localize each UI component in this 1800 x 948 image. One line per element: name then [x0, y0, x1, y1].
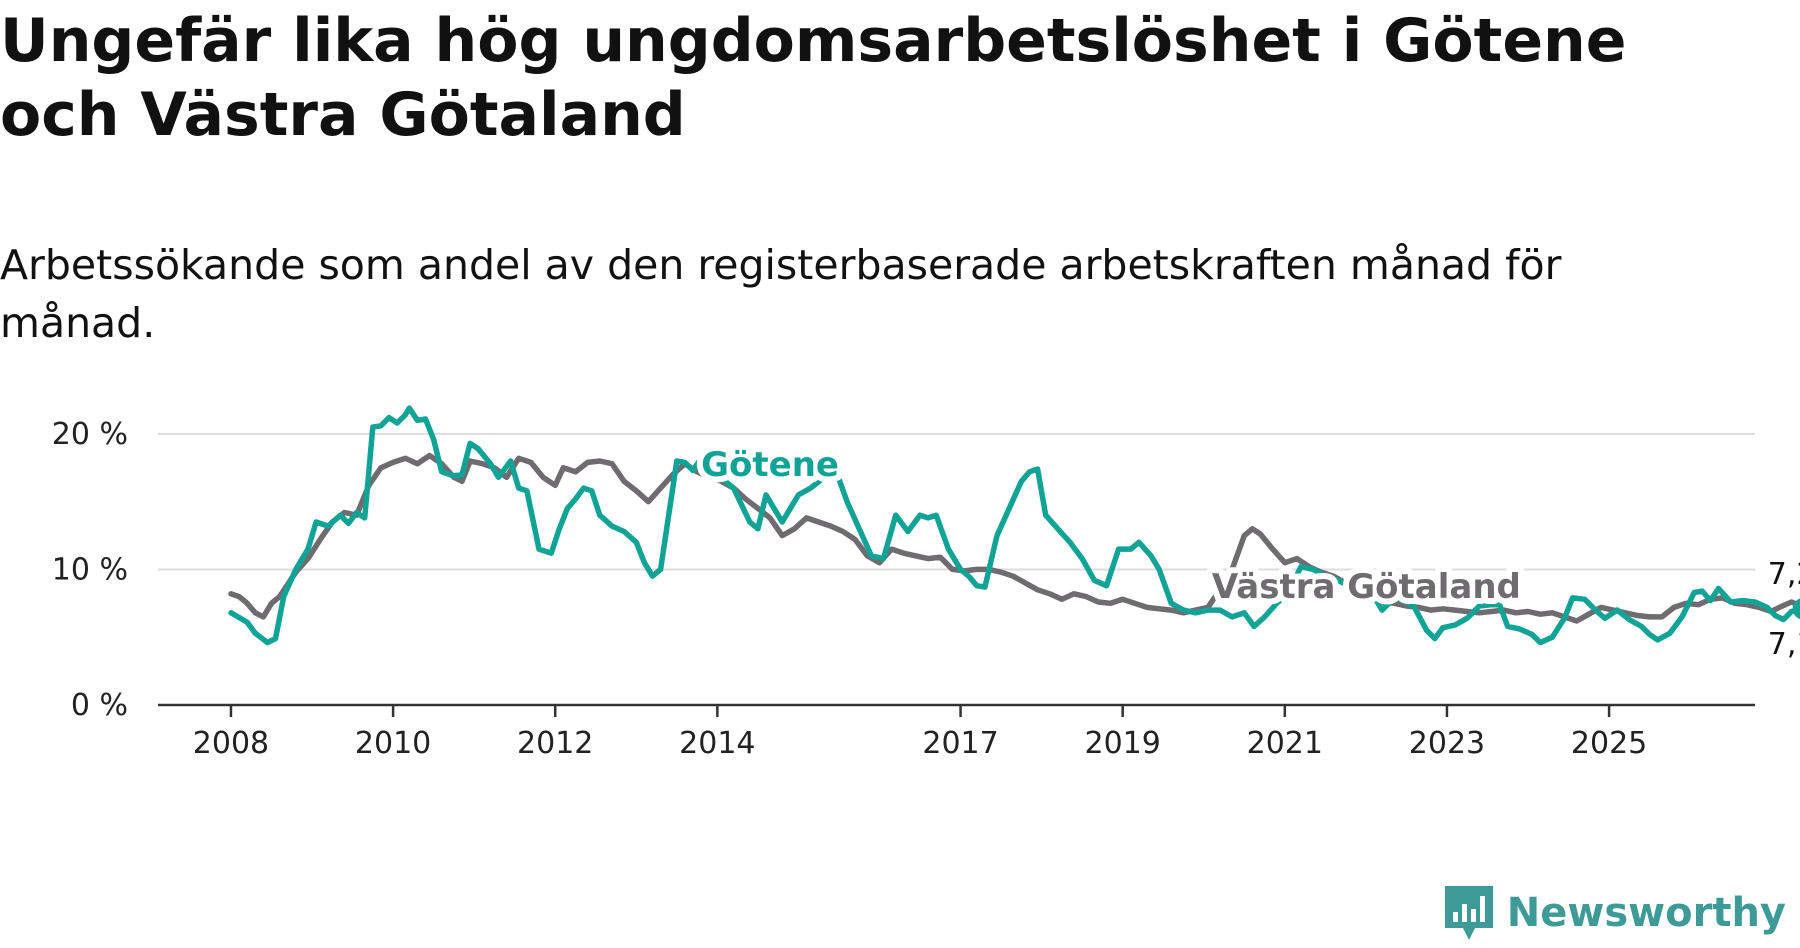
x-tick-label: 2019 — [1085, 726, 1161, 761]
series-label-halo: Götene — [701, 445, 839, 485]
x-tick-label: 2023 — [1409, 726, 1485, 761]
series-label-vastra: Västra Götaland — [1212, 567, 1521, 607]
end-value-label-gotene: 7,1 % — [1768, 627, 1800, 662]
x-tick-label: 2010 — [355, 726, 431, 761]
series-label-halo: Västra Götaland — [1212, 567, 1521, 607]
y-tick-label: 20 % — [52, 417, 128, 452]
x-tick-label: 2008 — [193, 726, 269, 761]
chart-subtitle: Arbetssökande som andel av den registerb… — [0, 241, 1562, 347]
line-chart: 0 % 10 % 20 % 2008 2010 2012 2014 2017 2019 2021 2… — [52, 405, 1800, 761]
x-tick-label: 2014 — [679, 726, 755, 761]
y-tick-label: 10 % — [52, 552, 128, 587]
brand-logo[interactable]: Newsworthy — [1441, 878, 1786, 948]
newsworthy-logo-icon — [1444, 886, 1493, 940]
end-point-gotene — [1792, 598, 1800, 620]
series-label-gotene: Götene — [701, 445, 839, 485]
x-tick-label: 2025 — [1571, 726, 1647, 761]
axes: 0 % 10 % 20 % 2008 2010 2012 2014 2017 2019 2021 2… — [52, 417, 1755, 761]
x-tick-label: 2017 — [922, 726, 998, 761]
gridlines — [158, 432, 1755, 571]
x-tick-label: 2012 — [517, 726, 593, 761]
chart-title: Ungefär lika hög ungdomsarbetslöshet i G… — [0, 6, 1627, 150]
end-value-label-vastra: 7,2 % — [1768, 557, 1800, 592]
series-lines — [228, 405, 1800, 646]
series-line-gotene — [228, 405, 1800, 646]
x-tick-label: 2021 — [1247, 726, 1323, 761]
y-tick-label: 0 % — [71, 688, 128, 723]
brand-name: Newsworthy — [1506, 890, 1786, 936]
series-line-vastra — [228, 452, 1800, 624]
